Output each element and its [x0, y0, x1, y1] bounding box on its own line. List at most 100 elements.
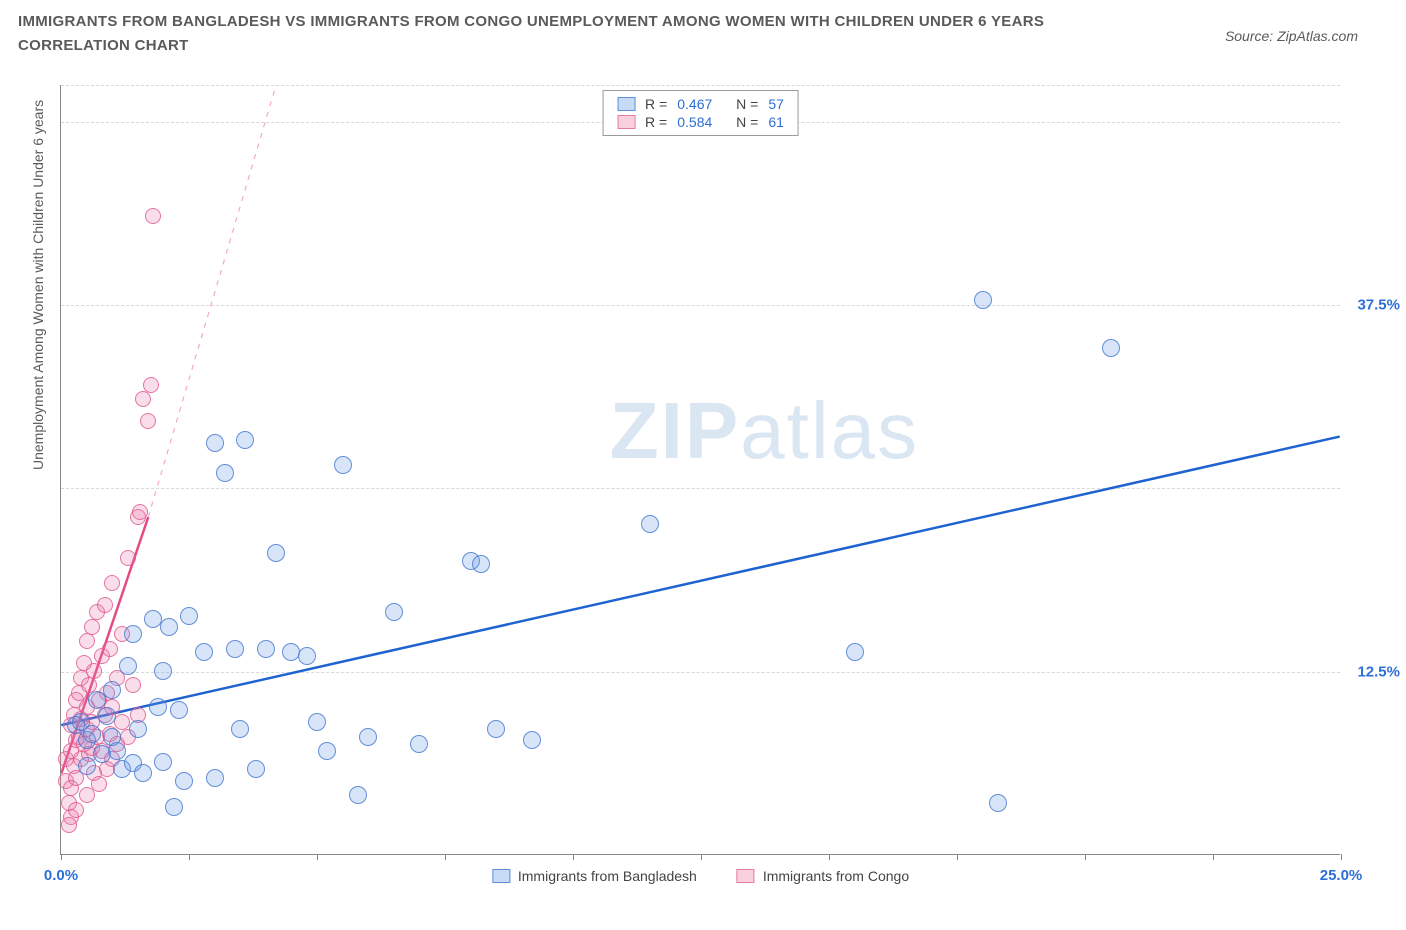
- point-bangladesh: [195, 643, 213, 661]
- legend-label-congo: Immigrants from Congo: [763, 868, 909, 884]
- point-congo: [132, 504, 148, 520]
- x-tick: [445, 854, 446, 860]
- point-bangladesh: [298, 647, 316, 665]
- point-bangladesh: [359, 728, 377, 746]
- y-tick-label: 37.5%: [1357, 297, 1400, 314]
- watermark-light: atlas: [740, 386, 919, 475]
- point-bangladesh: [83, 725, 101, 743]
- point-bangladesh: [236, 431, 254, 449]
- point-bangladesh: [149, 698, 167, 716]
- point-congo: [97, 597, 113, 613]
- n-value-bangladesh: 57: [768, 96, 784, 112]
- point-congo: [104, 575, 120, 591]
- watermark-bold: ZIP: [610, 386, 740, 475]
- point-bangladesh: [641, 515, 659, 533]
- point-bangladesh: [78, 757, 96, 775]
- x-tick: [189, 854, 190, 860]
- point-bangladesh: [119, 657, 137, 675]
- x-tick: [829, 854, 830, 860]
- gridline: [61, 488, 1340, 489]
- source-label: Source: ZipAtlas.com: [1225, 28, 1358, 44]
- point-bangladesh: [523, 731, 541, 749]
- swatch-pink-icon: [617, 115, 635, 129]
- scatter-plot: ZIPatlas R = 0.467 N = 57 R = 0.584 N = …: [60, 85, 1340, 855]
- point-bangladesh: [231, 720, 249, 738]
- r-label: R =: [645, 96, 667, 112]
- point-bangladesh: [308, 713, 326, 731]
- point-congo: [79, 787, 95, 803]
- point-congo: [125, 677, 141, 693]
- n-label: N =: [736, 114, 758, 130]
- point-bangladesh: [165, 798, 183, 816]
- point-congo: [91, 776, 107, 792]
- point-bangladesh: [124, 625, 142, 643]
- point-bangladesh: [108, 742, 126, 760]
- r-value-congo: 0.584: [677, 114, 712, 130]
- x-tick: [701, 854, 702, 860]
- point-congo: [68, 802, 84, 818]
- point-congo: [120, 550, 136, 566]
- swatch-blue-icon: [617, 97, 635, 111]
- point-bangladesh: [216, 464, 234, 482]
- x-tick-label: 25.0%: [1320, 867, 1363, 884]
- point-bangladesh: [154, 753, 172, 771]
- point-congo: [145, 208, 161, 224]
- point-bangladesh: [974, 291, 992, 309]
- point-bangladesh: [206, 434, 224, 452]
- x-tick: [573, 854, 574, 860]
- x-tick: [957, 854, 958, 860]
- point-congo: [140, 413, 156, 429]
- point-bangladesh: [154, 662, 172, 680]
- point-bangladesh: [206, 769, 224, 787]
- point-bangladesh: [170, 701, 188, 719]
- point-bangladesh: [247, 760, 265, 778]
- point-congo: [143, 377, 159, 393]
- point-bangladesh: [334, 456, 352, 474]
- swatch-blue-icon: [492, 869, 510, 883]
- point-bangladesh: [175, 772, 193, 790]
- legend-item-bangladesh: Immigrants from Bangladesh: [492, 868, 697, 884]
- x-tick: [317, 854, 318, 860]
- x-tick: [1213, 854, 1214, 860]
- point-congo: [86, 663, 102, 679]
- point-bangladesh: [989, 794, 1007, 812]
- legend-row-bangladesh: R = 0.467 N = 57: [617, 95, 784, 113]
- gridline: [61, 305, 1340, 306]
- point-bangladesh: [103, 681, 121, 699]
- x-tick-label: 0.0%: [44, 867, 78, 884]
- point-bangladesh: [1102, 339, 1120, 357]
- point-bangladesh: [846, 643, 864, 661]
- watermark: ZIPatlas: [610, 385, 919, 477]
- r-label: R =: [645, 114, 667, 130]
- point-bangladesh: [180, 607, 198, 625]
- point-bangladesh: [160, 618, 178, 636]
- point-congo: [84, 619, 100, 635]
- point-bangladesh: [385, 603, 403, 621]
- x-tick: [1085, 854, 1086, 860]
- point-congo: [135, 391, 151, 407]
- point-bangladesh: [98, 707, 116, 725]
- point-bangladesh: [267, 544, 285, 562]
- point-bangladesh: [318, 742, 336, 760]
- point-bangladesh: [472, 555, 490, 573]
- gridline: [61, 672, 1340, 673]
- point-bangladesh: [226, 640, 244, 658]
- x-tick: [61, 854, 62, 860]
- point-congo: [61, 817, 77, 833]
- legend-stats: R = 0.467 N = 57 R = 0.584 N = 61: [602, 90, 799, 136]
- point-bangladesh: [257, 640, 275, 658]
- chart-title: IMMIGRANTS FROM BANGLADESH VS IMMIGRANTS…: [18, 10, 1068, 58]
- point-bangladesh: [487, 720, 505, 738]
- legend-row-congo: R = 0.584 N = 61: [617, 113, 784, 131]
- n-label: N =: [736, 96, 758, 112]
- point-bangladesh: [134, 764, 152, 782]
- y-tick-label: 12.5%: [1357, 663, 1400, 680]
- r-value-bangladesh: 0.467: [677, 96, 712, 112]
- legend-item-congo: Immigrants from Congo: [737, 868, 909, 884]
- legend-series: Immigrants from Bangladesh Immigrants fr…: [492, 868, 909, 884]
- point-congo: [102, 641, 118, 657]
- point-bangladesh: [349, 786, 367, 804]
- x-tick: [1341, 854, 1342, 860]
- point-congo: [79, 633, 95, 649]
- point-bangladesh: [129, 720, 147, 738]
